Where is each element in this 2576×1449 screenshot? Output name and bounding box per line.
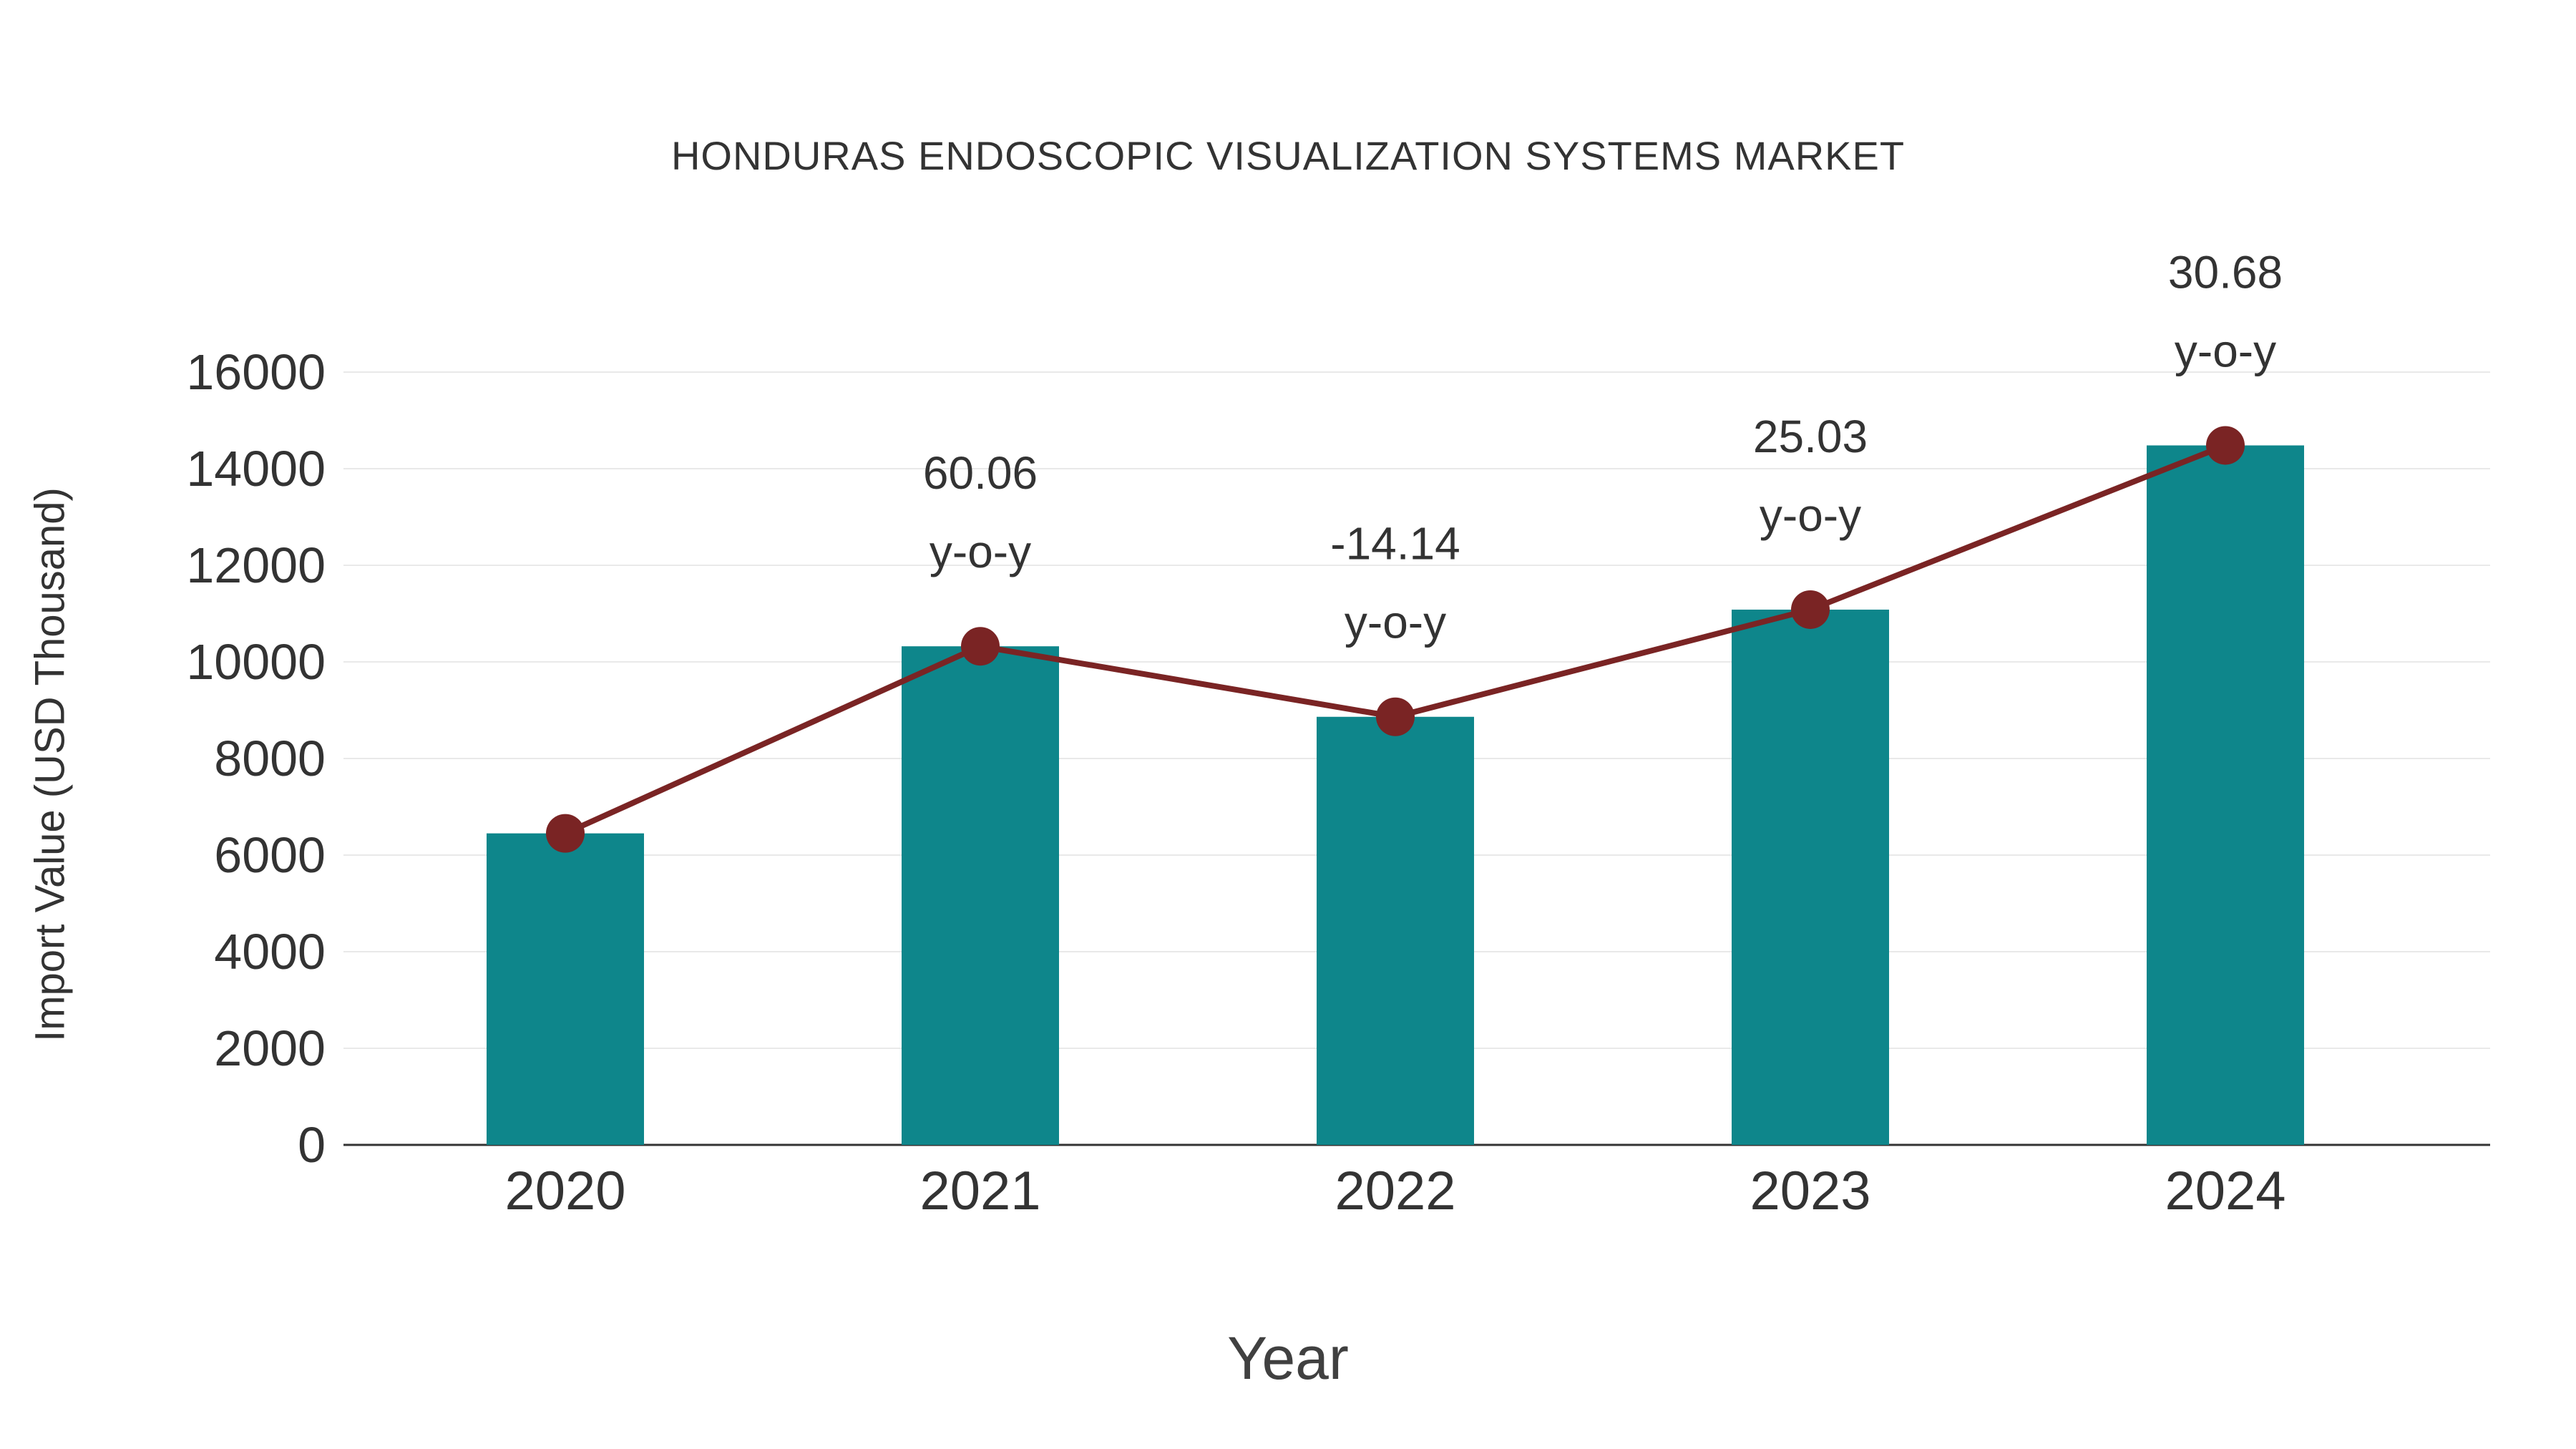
y-axis-title: Import Value (USD Thousand) <box>26 487 74 1042</box>
yoy-value-2024: 30.68 <box>2168 246 2283 298</box>
y-tick-label: 6000 <box>214 827 326 883</box>
bar-2022 <box>1317 716 1474 1145</box>
x-tick-label: 2024 <box>2165 1161 2285 1221</box>
yoy-suffix-2023: y-o-y <box>1760 489 1861 541</box>
trend-marker-2023 <box>1791 590 1830 629</box>
yoy-value-2022: -14.14 <box>1330 518 1460 570</box>
trend-marker-2021 <box>961 627 1000 666</box>
bar-2023 <box>1732 609 1889 1145</box>
x-tick-label: 2023 <box>1750 1161 1870 1221</box>
y-tick-label: 8000 <box>214 731 326 786</box>
y-tick-label: 2000 <box>214 1020 326 1076</box>
chart-title: HONDURAS ENDOSCOPIC VISUALIZATION SYSTEM… <box>670 133 1906 178</box>
yoy-suffix-2024: y-o-y <box>2175 325 2276 376</box>
yoy-value-2021: 60.06 <box>923 447 1038 499</box>
y-tick-label: 12000 <box>186 537 326 593</box>
trend-marker-2020 <box>546 814 585 853</box>
x-tick-label: 2022 <box>1335 1161 1455 1221</box>
bar-2020 <box>487 833 644 1145</box>
yoy-suffix-2022: y-o-y <box>1345 597 1446 648</box>
y-tick-label: 0 <box>298 1117 326 1173</box>
bar-2024 <box>2147 445 2304 1145</box>
y-tick-label: 16000 <box>186 344 326 400</box>
x-axis-title: Year <box>1227 1324 1349 1392</box>
trend-marker-2022 <box>1376 697 1415 736</box>
bar-2021 <box>902 646 1059 1145</box>
trend-marker-2024 <box>2206 426 2245 465</box>
x-tick-label: 2020 <box>504 1161 625 1221</box>
y-tick-label: 4000 <box>214 924 326 980</box>
yoy-value-2023: 25.03 <box>1753 411 1868 462</box>
x-tick-label: 2021 <box>919 1161 1040 1221</box>
y-tick-label: 10000 <box>186 634 326 690</box>
y-tick-label: 14000 <box>186 441 326 497</box>
yoy-suffix-2021: y-o-y <box>930 526 1031 577</box>
